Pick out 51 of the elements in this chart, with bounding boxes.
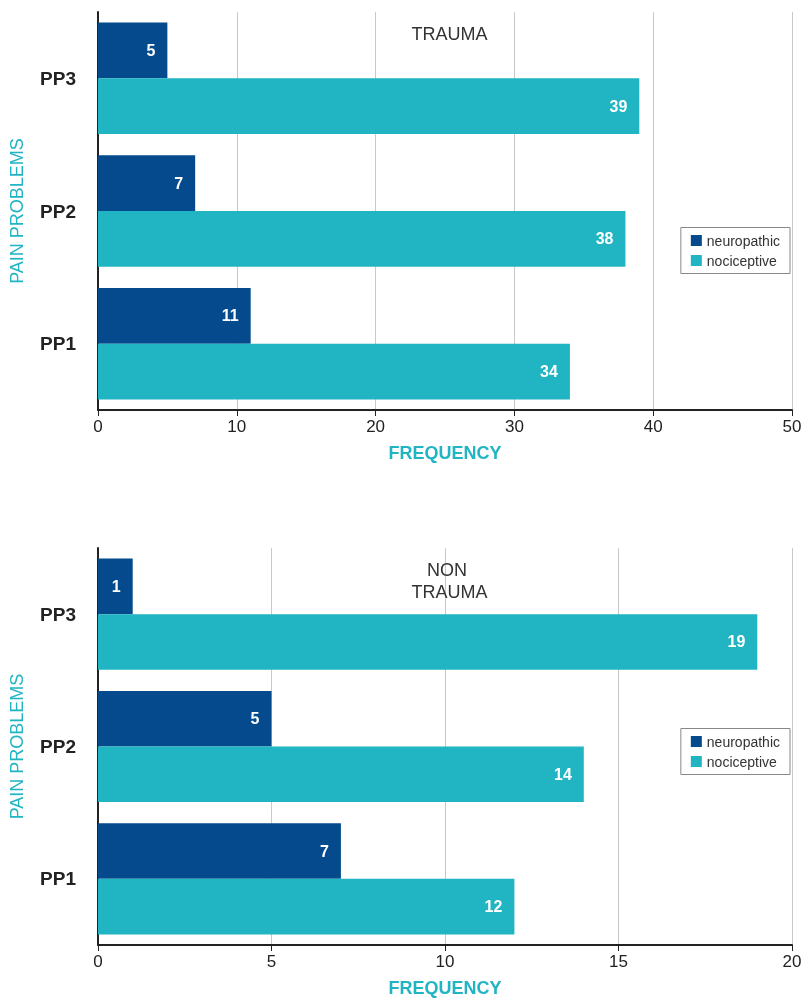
data-label: 14	[554, 765, 572, 783]
bar	[98, 287, 251, 344]
legend-label: neuropathic	[706, 733, 781, 750]
data-label: 5	[146, 41, 156, 59]
x-tick-label: 10	[227, 417, 247, 436]
data-label: 38	[595, 230, 614, 248]
data-label: 39	[609, 97, 628, 115]
x-tick-label: 30	[504, 417, 524, 436]
y-axis-title: PAIN PROBLEMS	[7, 138, 27, 284]
y-axis-title: PAIN PROBLEMS	[7, 673, 27, 820]
text: NON TRAUMA	[411, 560, 488, 602]
y-tick-label: PP1	[40, 333, 77, 355]
data-label: 5	[250, 710, 260, 728]
text: TRAUMA	[411, 24, 488, 44]
x-tick-label: 50	[782, 417, 802, 436]
x-axis-title: FREQUENCY	[388, 978, 502, 998]
bar	[98, 823, 341, 879]
bar	[98, 343, 570, 400]
y-tick-label: PP2	[40, 200, 76, 222]
x-tick-label: 20	[782, 952, 802, 971]
data-label: 34	[540, 363, 559, 381]
data-label: 11	[221, 307, 239, 325]
y-tick-label: PP1	[40, 868, 77, 890]
x-tick-label: 15	[609, 952, 628, 971]
x-tick-label: 0	[93, 952, 103, 971]
legend-label: neuropathic	[706, 232, 781, 249]
bar	[98, 211, 626, 267]
legend-label: nociceptive	[706, 753, 778, 770]
bar	[98, 878, 515, 935]
data-label: 7	[174, 174, 184, 192]
data-label: 1	[111, 577, 121, 595]
x-tick-label: 20	[366, 417, 386, 436]
y-tick-label: PP2	[40, 736, 76, 757]
x-tick-label: 40	[643, 417, 663, 436]
x-tick-label: 5	[266, 952, 277, 971]
bar	[98, 155, 196, 211]
bar	[98, 558, 133, 615]
y-tick-label: PP3	[40, 603, 76, 625]
bar	[98, 690, 272, 747]
bar	[98, 614, 758, 670]
x-tick-label: 10	[435, 952, 455, 971]
legend-label: nociceptive	[706, 252, 778, 269]
data-label: 12	[484, 898, 503, 916]
data-label: 19	[727, 633, 746, 651]
x-tick-label: 0	[93, 417, 103, 436]
y-tick-label: PP3	[40, 67, 76, 89]
bar	[98, 78, 640, 135]
x-axis-title: FREQUENCY	[388, 443, 502, 463]
bar	[98, 22, 168, 79]
bar	[98, 746, 584, 803]
data-label: 7	[319, 842, 329, 860]
